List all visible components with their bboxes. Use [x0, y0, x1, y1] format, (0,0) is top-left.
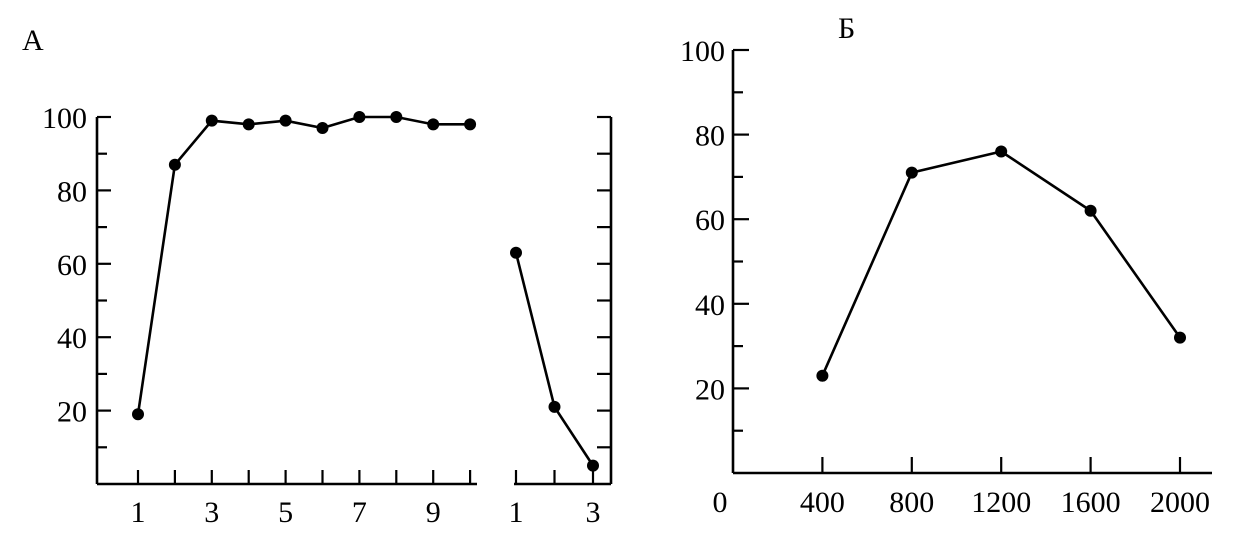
data-point — [427, 118, 440, 131]
y-tick-label: 100 — [42, 102, 87, 135]
data-point — [279, 114, 292, 127]
data-point — [464, 118, 477, 131]
x-tick-label: 1200 — [971, 486, 1031, 519]
y-tick-label: 100 — [680, 35, 725, 68]
x-tick-label: 3 — [204, 496, 219, 529]
y-tick-label: 40 — [57, 322, 87, 355]
data-point — [168, 158, 181, 171]
series-line-segment-1 — [136, 115, 471, 415]
x-tick-label: 1600 — [1061, 486, 1121, 519]
y-tick-label: 60 — [695, 204, 725, 237]
data-point — [1084, 204, 1097, 217]
x-tick-label: 800 — [889, 486, 934, 519]
y-tick-label: 60 — [57, 249, 87, 282]
x-tick-label: 400 — [800, 486, 845, 519]
x-tick-label: 1 — [509, 496, 524, 529]
x-tick-label: 3 — [586, 496, 601, 529]
y-tick-label: 80 — [695, 120, 725, 153]
data-point — [905, 166, 918, 179]
data-point — [816, 369, 829, 382]
data-point — [587, 459, 599, 472]
data-point — [995, 145, 1008, 158]
y-tick-label: 20 — [695, 373, 725, 406]
data-point — [510, 246, 522, 259]
data-point — [1174, 331, 1186, 344]
data-point — [390, 111, 403, 123]
y-tick-label: 80 — [57, 175, 87, 208]
panel-b-chart: 20 40 60 80 100 0 400 800 1200 1600 2000 — [680, 35, 1212, 519]
x-tick-label: 1 — [131, 496, 146, 529]
panel-label-b: Б — [838, 12, 855, 45]
x-tick-label: 7 — [352, 496, 367, 529]
data-point — [242, 118, 255, 131]
series-line-segment-2 — [514, 252, 595, 467]
x-tick-label: 0 — [713, 486, 728, 519]
x-tick-label: 5 — [278, 496, 293, 529]
data-point — [132, 408, 144, 421]
data-point — [205, 114, 218, 127]
panel-a-chart: 20 40 60 80 100 1 3 5 7 9 1 3 — [42, 102, 613, 529]
x-tick-label: 9 — [426, 496, 441, 529]
y-tick-label: 20 — [57, 396, 87, 429]
data-point — [353, 111, 366, 123]
data-point — [316, 122, 329, 135]
y-tick-label: 40 — [695, 289, 725, 322]
series-line — [821, 150, 1182, 377]
data-point — [548, 400, 561, 413]
panel-label-a: А — [22, 24, 44, 57]
x-tick-label: 2000 — [1150, 486, 1210, 519]
